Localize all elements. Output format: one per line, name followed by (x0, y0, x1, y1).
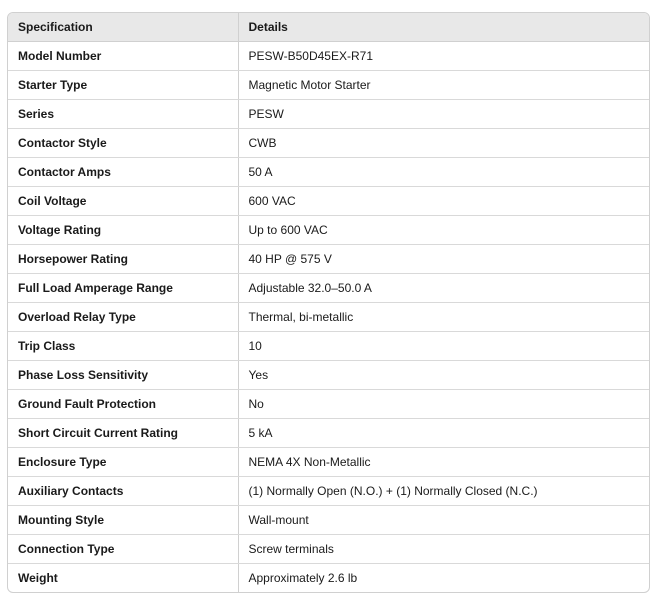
table-row: Enclosure Type NEMA 4X Non-Metallic (8, 447, 649, 477)
table-row: Starter Type Magnetic Motor Starter (8, 70, 649, 100)
spec-name-cell: Coil Voltage (8, 186, 239, 216)
spec-name-cell: Auxiliary Contacts (8, 476, 239, 506)
table-row: Voltage Rating Up to 600 VAC (8, 215, 649, 245)
table-row: Series PESW (8, 99, 649, 129)
spec-name-cell: Weight (8, 563, 239, 592)
table-row: Auxiliary Contacts (1) Normally Open (N.O… (8, 476, 649, 506)
table-row: Horsepower Rating 40 HP @ 575 V (8, 244, 649, 274)
spec-value-cell: 5 kA (238, 418, 649, 448)
spec-value-cell: NEMA 4X Non-Metallic (238, 447, 649, 477)
spec-name-cell: Voltage Rating (8, 215, 239, 245)
spec-name-cell: Contactor Style (8, 128, 239, 158)
spec-value-cell: 10 (238, 331, 649, 361)
table-row: Coil Voltage 600 VAC (8, 186, 649, 216)
table-row: Short Circuit Current Rating 5 kA (8, 418, 649, 448)
spec-name-cell: Full Load Amperage Range (8, 273, 239, 303)
spec-value-cell: Yes (238, 360, 649, 390)
spec-name-cell: Phase Loss Sensitivity (8, 360, 239, 390)
spec-table: Specification Details Model Number PESW-B… (8, 13, 649, 592)
spec-name-cell: Contactor Amps (8, 157, 239, 187)
table-row: Ground Fault Protection No (8, 389, 649, 419)
spec-name-cell: Connection Type (8, 534, 239, 564)
spec-value-cell: Screw terminals (238, 534, 649, 564)
table-row: Weight Approximately 2.6 lb (8, 563, 649, 592)
spec-value-cell: 40 HP @ 575 V (238, 244, 649, 274)
spec-name-cell: Enclosure Type (8, 447, 239, 477)
spec-name-cell: Short Circuit Current Rating (8, 418, 239, 448)
table-row: Phase Loss Sensitivity Yes (8, 360, 649, 390)
spec-name-cell: Trip Class (8, 331, 239, 361)
spec-value-cell: PESW (238, 99, 649, 129)
header-details: Details (238, 13, 649, 42)
spec-name-cell: Horsepower Rating (8, 244, 239, 274)
table-row: Trip Class 10 (8, 331, 649, 361)
table-row: Full Load Amperage Range Adjustable 32.0–… (8, 273, 649, 303)
spec-name-cell: Series (8, 99, 239, 129)
table-row: Connection Type Screw terminals (8, 534, 649, 564)
spec-value-cell: Magnetic Motor Starter (238, 70, 649, 100)
table-row: Model Number PESW-B50D45EX-R71 (8, 41, 649, 71)
spec-value-cell: (1) Normally Open (N.O.) + (1) Normally … (238, 476, 649, 506)
spec-value-cell: Adjustable 32.0–50.0 A (238, 273, 649, 303)
spec-value-cell: Wall-mount (238, 505, 649, 535)
spec-name-cell: Overload Relay Type (8, 302, 239, 332)
spec-name-cell: Ground Fault Protection (8, 389, 239, 419)
table-row: Overload Relay Type Thermal, bi-metallic (8, 302, 649, 332)
spec-table-container: Specification Details Model Number PESW-B… (7, 12, 650, 593)
spec-name-cell: Starter Type (8, 70, 239, 100)
table-row: Contactor Amps 50 A (8, 157, 649, 187)
spec-value-cell: PESW-B50D45EX-R71 (238, 41, 649, 71)
header-row: Specification Details (8, 13, 649, 42)
spec-value-cell: Thermal, bi-metallic (238, 302, 649, 332)
spec-value-cell: No (238, 389, 649, 419)
spec-name-cell: Model Number (8, 41, 239, 71)
spec-value-cell: CWB (238, 128, 649, 158)
header-specification: Specification (8, 13, 239, 42)
table-row: Contactor Style CWB (8, 128, 649, 158)
spec-value-cell: 600 VAC (238, 186, 649, 216)
spec-value-cell: Up to 600 VAC (238, 215, 649, 245)
table-row: Mounting Style Wall-mount (8, 505, 649, 535)
spec-value-cell: Approximately 2.6 lb (248, 571, 358, 585)
spec-value-cell: 50 A (238, 157, 649, 187)
spec-name-cell: Mounting Style (8, 505, 239, 535)
